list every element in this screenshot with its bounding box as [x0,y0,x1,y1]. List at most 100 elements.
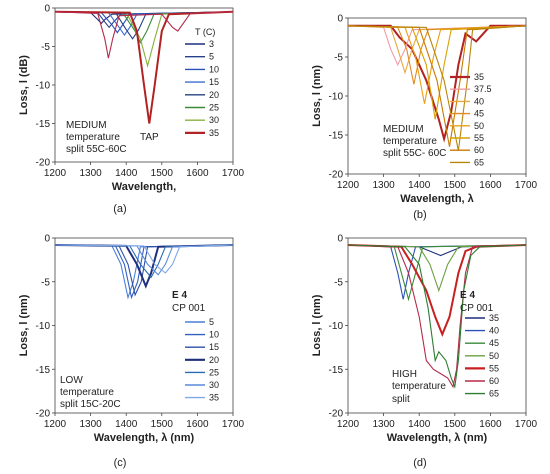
y-tick-label: 0 [337,234,343,245]
series-line-40 [347,25,527,75]
series-line-5 [54,244,234,300]
y-tick-label: -10 [329,321,344,332]
x-tick-label: 1200 [44,419,67,430]
y-tick-label: -20 [329,170,344,181]
legend-label: 40 [474,96,484,106]
legend-label: 50 [474,121,484,131]
legend-label: 45 [489,338,499,348]
series-line-25 [54,244,234,279]
chart-panel-3: 1200 1300 1400 1500 1600 1700 0 -5 -10 -15 -20 Wave… [311,234,538,470]
legend-label: 25 [209,367,219,377]
y-axis-label: Loss, l (dB) [18,55,30,115]
y-tick-label: -10 [36,321,51,332]
series-line-55 [347,244,527,337]
x-tick-label: 1500 [151,419,174,430]
legend-label: 15 [209,77,219,87]
annotation: CP 001 [172,303,206,314]
x-tick-label: 1600 [186,419,209,430]
legend-label: 20 [209,90,219,100]
x-tick-label: 1200 [337,419,360,430]
x-tick-label: 1700 [222,419,245,430]
annotation: split 15C-20C [60,399,121,410]
legend-label: 50 [489,351,499,361]
annotation: temperature [383,136,437,147]
x-tick-label: 1500 [444,180,467,191]
x-tick-label: 1200 [44,168,67,179]
annotation: CP 001 [460,303,494,314]
legend-title: T (C) [195,27,215,37]
y-tick-label: -15 [329,131,344,142]
annotation: temperature [60,387,114,398]
legend-label: 35 [474,72,484,82]
x-tick-label: 1700 [515,419,538,430]
x-axis-label: Wavelength, [112,181,176,193]
y-tick-label: -20 [36,409,51,420]
legend-label: 25 [209,103,219,113]
y-axis-label: Loss, l (nm) [18,294,30,356]
annotation: E 4 [460,290,475,301]
y-tick-label: 0 [44,4,50,15]
legend-label: 20 [209,355,219,365]
annotation: split 55C-60C [66,144,127,155]
legend-label: 60 [489,376,499,386]
y-tick-label: 0 [337,14,343,25]
x-tick-label: 1200 [337,180,360,191]
legend-label: 5 [209,317,214,327]
y-axis-label: Loss, l (nm) [311,65,323,127]
x-tick-label: 1700 [515,180,538,191]
x-tick-label: 1400 [115,168,138,179]
legend-label: 37.5 [474,84,492,94]
y-tick-label: 0 [44,234,50,245]
annotation: temperature [392,381,446,392]
series-line-45 [347,244,527,302]
x-tick-label: 1300 [372,419,395,430]
series-line-35 [54,244,234,274]
x-tick-label: 1700 [222,168,245,179]
series-line-60 [347,244,527,389]
x-tick-label: 1300 [79,168,102,179]
legend-label: 45 [474,109,484,119]
annotation: E 4 [172,290,187,301]
y-tick-label: -10 [329,92,344,103]
series-line-50 [347,244,527,293]
legend-label: 30 [209,115,219,125]
series-line-10 [54,244,234,300]
legend-label: 60 [474,145,484,155]
series-line-35 [348,24,526,143]
y-tick-label: -5 [334,53,343,64]
y-tick-label: -15 [36,119,51,130]
series-line-15 [54,244,234,297]
legend-label: 3 [209,39,214,49]
y-tick-label: -10 [36,81,51,92]
series-line-45 [347,25,527,85]
y-tick-label: -20 [36,158,51,169]
x-tick-label: 1600 [479,180,502,191]
x-tick-label: 1300 [79,419,102,430]
annotation: HIGH [392,369,417,380]
chart-panel-1: 1200 1300 1400 1500 1600 1700 0 -5 -10 -15 -20 Wave… [311,14,538,222]
chart-panel-2: 1200 1300 1400 1500 1600 1700 0 -5 -10 -15 -20 Wave… [18,234,245,470]
panel-caption: (d) [413,457,426,469]
legend-label: 35 [489,313,499,323]
y-axis-label: Loss, l (nm) [311,294,323,356]
y-tick-label: -5 [334,277,343,288]
series-line-40 [347,244,527,300]
series-line-unlabeled [54,11,234,59]
x-tick-label: 1500 [444,419,467,430]
y-tick-label: -5 [41,42,50,53]
panel-caption: (a) [113,203,126,215]
series-line-50 [347,25,527,104]
x-axis-label: Wavelength, λ [400,193,474,205]
annotation: MEDIUM [66,120,107,131]
legend-label: 40 [489,326,499,336]
y-tick-label: -20 [329,409,344,420]
legend-label: 35 [209,128,219,138]
series-line-55 [347,25,527,120]
x-tick-label: 1400 [408,180,431,191]
series-line-30 [54,11,234,68]
annotation: TAP [140,132,159,143]
x-tick-label: 1300 [372,180,395,191]
x-tick-label: 1600 [479,419,502,430]
legend-label: 5 [209,52,214,62]
